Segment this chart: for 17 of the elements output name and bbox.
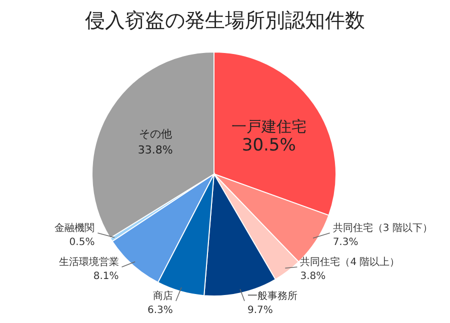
data-label: 30.5% xyxy=(242,135,296,156)
data-label: 0.5% xyxy=(69,237,95,248)
slice-label: 一戸建住宅 xyxy=(231,117,306,136)
slice-label: 共同住宅（3 階以下） xyxy=(332,222,432,234)
data-label: 3.8% xyxy=(300,271,326,282)
data-label: 8.1% xyxy=(93,271,119,282)
slice-label: 生活環境営業 xyxy=(58,256,119,268)
data-label: 6.3% xyxy=(148,305,173,316)
slice-label: 一般事務所 xyxy=(248,290,298,302)
slice-label: 商店 xyxy=(152,290,173,302)
data-label: 33.8% xyxy=(138,143,173,156)
slice-label: その他 xyxy=(138,127,172,140)
data-label: 9.7% xyxy=(248,305,273,316)
slice-label: 共同住宅（4 階以上） xyxy=(300,256,400,268)
chart-title: 侵入窃盗の発生場所別認知件数 xyxy=(85,8,365,32)
slice-label: 金融機関 xyxy=(54,222,95,234)
data-label: 7.3% xyxy=(332,237,358,248)
